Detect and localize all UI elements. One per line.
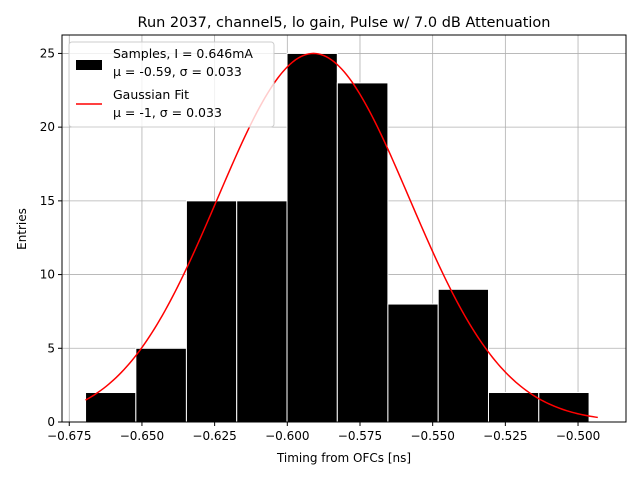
x-tick-label: −0.525 (483, 429, 527, 443)
x-tick-label: −0.575 (338, 429, 382, 443)
histogram-bar (236, 200, 288, 423)
x-tick-label: −0.675 (47, 429, 91, 443)
histogram-bar (538, 392, 590, 423)
y-tick-label: 5 (47, 341, 55, 355)
x-tick-label: −0.625 (192, 429, 236, 443)
legend-samples-line1: Samples, I = 0.646mA (113, 46, 253, 61)
x-axis-label: Timing from OFCs [ns] (276, 451, 411, 465)
x-tick-label: −0.650 (120, 429, 164, 443)
histogram-bar (336, 82, 389, 423)
histogram-bar (135, 347, 187, 423)
histogram-bar (185, 200, 238, 423)
gaussian-fit-curve (85, 52, 598, 419)
y-tick-label: 0 (47, 415, 55, 429)
legend-swatch-samples (76, 60, 102, 70)
histogram-bar (286, 52, 338, 423)
x-tick-label: −0.600 (265, 429, 309, 443)
y-axis-ticks: 0 5 10 15 20 25 (40, 46, 62, 429)
x-axis-ticks: −0.675 −0.650 −0.625 −0.600 −0.575 −0.550 −0.5… (47, 422, 600, 443)
y-tick-label: 15 (40, 194, 55, 208)
legend-fit-line1: Gaussian Fit (113, 87, 189, 102)
x-tick-label: −0.550 (410, 429, 454, 443)
y-axis-label: Entries (15, 208, 29, 250)
histogram-bar (85, 392, 137, 423)
y-tick-label: 10 (40, 268, 55, 282)
histogram-bars (85, 52, 590, 423)
chart-title: Run 2037, channel5, lo gain, Pulse w/ 7.… (138, 15, 551, 31)
x-tick-label: −0.500 (556, 429, 600, 443)
y-tick-label: 20 (40, 120, 55, 134)
legend: Samples, I = 0.646mA μ = -0.59, σ = 0.03… (68, 41, 275, 128)
plot-frame (61, 34, 627, 423)
legend-fit-line2: μ = -1, σ = 0.033 (113, 105, 222, 120)
histogram-bar (387, 303, 439, 423)
histogram-bar (487, 392, 540, 423)
legend-samples-line2: μ = -0.59, σ = 0.033 (113, 64, 242, 79)
legend-box (68, 41, 275, 128)
y-tick-label: 25 (40, 46, 55, 60)
histogram-bar (437, 288, 489, 423)
